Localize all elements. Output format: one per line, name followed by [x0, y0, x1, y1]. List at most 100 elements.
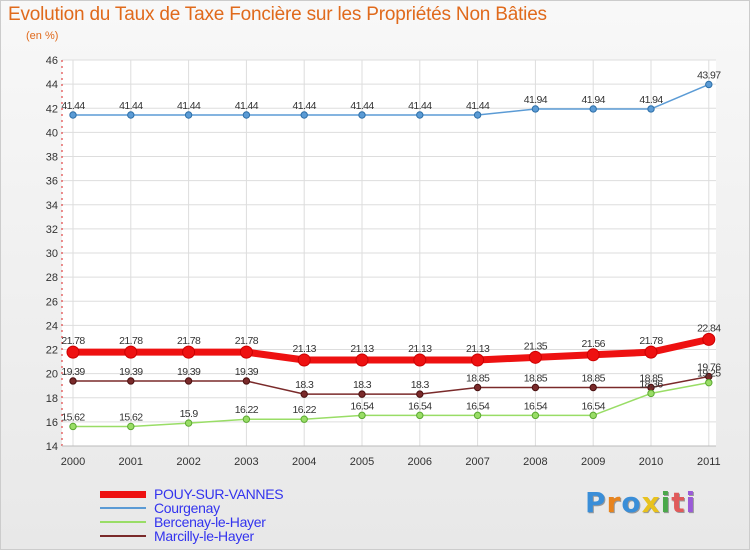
y-tick-label: 40 [46, 127, 58, 139]
data-point [531, 411, 540, 420]
data-label: 18.85 [524, 372, 548, 384]
logo-letter: P [585, 486, 607, 519]
y-tick-label: 32 [46, 224, 58, 236]
data-label: 16.22 [235, 404, 259, 416]
logo-letter: i [685, 486, 697, 519]
data-point [531, 105, 540, 113]
data-point [705, 378, 713, 387]
data-label: 41.44 [408, 100, 432, 112]
data-label: 15.9 [180, 408, 199, 420]
data-point [127, 377, 135, 385]
y-tick-label: 24 [46, 320, 58, 332]
x-tick-label: 2001 [119, 456, 143, 468]
legend-item-pouy: POUY-SUR-VANNES [100, 486, 284, 502]
data-point [528, 350, 542, 364]
data-label: 19.39 [177, 366, 201, 378]
logo-letter: i [660, 486, 672, 519]
x-tick-label: 2008 [523, 456, 547, 468]
data-label: 21.13 [350, 343, 374, 355]
data-point [124, 345, 138, 359]
y-tick-label: 36 [46, 176, 58, 188]
data-point [239, 345, 253, 359]
data-label: 16.54 [466, 400, 490, 412]
data-label: 16.54 [408, 400, 432, 412]
data-point [647, 105, 655, 113]
data-label: 21.13 [466, 343, 490, 355]
data-point [127, 111, 135, 119]
data-label: 21.78 [119, 335, 143, 347]
logo-letter: o [621, 486, 642, 519]
x-tick-label: 2005 [350, 456, 374, 468]
data-label: 21.78 [639, 335, 663, 347]
data-label: 21.78 [61, 335, 85, 347]
data-label: 21.35 [524, 340, 548, 352]
legend-item-marcilly: Marcilly-le-Hayer [100, 528, 254, 544]
data-point [416, 111, 424, 119]
x-tick-label: 2010 [639, 456, 663, 468]
y-tick-label: 44 [46, 79, 58, 91]
y-tick-label: 26 [46, 296, 58, 308]
data-point [358, 411, 366, 420]
data-point [705, 80, 713, 89]
data-point [184, 419, 193, 427]
legend-label-courgenay: Courgenay [154, 500, 220, 516]
data-label: 18.85 [466, 372, 490, 384]
x-tick-label: 2004 [292, 456, 316, 468]
y-tick-label: 16 [46, 417, 58, 429]
data-label: 19.39 [61, 366, 85, 378]
legend-label-bercenay: Bercenay-le-Hayer [154, 514, 266, 530]
x-tick-label: 2003 [234, 456, 258, 468]
data-point [647, 389, 655, 398]
data-point [471, 353, 485, 367]
y-axis-unit: (en %) [26, 30, 59, 42]
proxiti-logo: Proxiti [585, 486, 696, 519]
data-point [589, 411, 597, 420]
data-point [69, 422, 77, 431]
data-point [644, 345, 658, 359]
series-line [72, 381, 710, 428]
data-label: 41.44 [466, 100, 490, 112]
data-point [242, 415, 251, 423]
legend-swatch-bercenay [100, 521, 146, 523]
data-label: 41.44 [61, 100, 85, 112]
data-point [242, 377, 251, 385]
chart-title: Evolution du Taux de Taxe Foncière sur l… [8, 4, 547, 25]
data-label: 21.13 [293, 343, 317, 355]
data-label: 41.94 [524, 94, 548, 106]
data-label: 41.94 [639, 94, 663, 106]
data-label: 18.85 [639, 372, 663, 384]
x-tick-label: 2002 [176, 456, 200, 468]
y-tick-label: 38 [46, 152, 58, 164]
y-tick-label: 22 [46, 345, 58, 357]
logo-letter: r [606, 486, 622, 519]
data-point [66, 345, 80, 359]
data-point [355, 353, 369, 367]
y-tick-label: 18 [46, 393, 58, 405]
data-label: 15.62 [119, 411, 143, 423]
y-tick-label: 30 [46, 248, 58, 260]
x-tick-label: 2006 [408, 456, 432, 468]
data-point [416, 411, 424, 420]
series-line [72, 83, 710, 116]
data-label: 41.44 [293, 100, 317, 112]
data-point [300, 415, 308, 423]
data-label: 21.13 [408, 343, 432, 355]
data-label: 18.3 [295, 379, 314, 391]
y-tick-label: 14 [46, 441, 58, 453]
logo-letter: x [641, 486, 661, 519]
data-label: 43.97 [697, 69, 721, 81]
data-label: 41.44 [350, 100, 374, 112]
data-point [242, 111, 251, 119]
data-label: 21.78 [235, 335, 259, 347]
data-label: 41.44 [235, 100, 259, 112]
data-point [589, 105, 597, 113]
data-label: 22.84 [697, 322, 721, 334]
data-label: 19.39 [119, 366, 143, 378]
legend-item-bercenay: Bercenay-le-Hayer [100, 514, 266, 530]
x-tick-label: 2011 [697, 456, 721, 468]
x-tick-label: 2000 [61, 456, 85, 468]
data-label: 41.44 [119, 100, 143, 112]
data-label: 21.78 [177, 335, 201, 347]
data-label: 18.85 [582, 372, 606, 384]
